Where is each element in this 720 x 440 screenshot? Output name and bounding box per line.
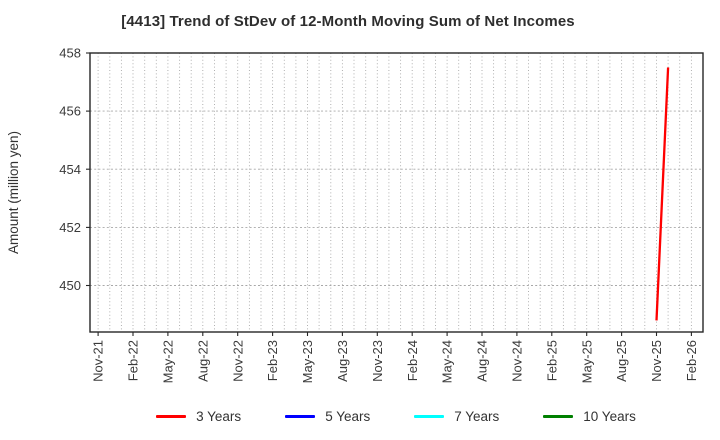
series-lines xyxy=(655,67,670,321)
x-tick-label: Feb-22 xyxy=(126,340,141,381)
y-tick-label: 458 xyxy=(59,46,81,61)
legend-item: 10 Years xyxy=(543,409,636,424)
x-tick-label: Nov-21 xyxy=(91,340,106,382)
legend-item: 5 Years xyxy=(285,409,370,424)
legend-label: 5 Years xyxy=(325,408,371,424)
vertical-gridlines xyxy=(97,53,692,332)
legend-line-swatch xyxy=(156,414,187,418)
y-axis-ticks: 450 452 454 456 458 xyxy=(59,46,90,293)
x-tick-label: Feb-25 xyxy=(544,340,559,381)
legend-label: 3 Years xyxy=(196,408,242,424)
x-tick-label: Feb-23 xyxy=(265,340,280,381)
y-tick-label: 456 xyxy=(59,104,81,119)
legend-item: 7 Years xyxy=(414,409,499,424)
y-tick-label: 452 xyxy=(59,220,81,235)
legend: 3 Years 5 Years 7 Years 10 Years xyxy=(0,403,720,429)
x-tick-label: Nov-25 xyxy=(649,340,664,382)
legend-line-swatch xyxy=(414,414,445,418)
x-tick-label: Aug-25 xyxy=(614,340,629,382)
legend-line-swatch xyxy=(543,414,574,418)
x-tick-label: Feb-24 xyxy=(405,340,420,381)
horizontal-gridlines xyxy=(90,52,703,286)
x-tick-label: Nov-22 xyxy=(230,340,245,382)
x-tick-label: May-24 xyxy=(440,340,455,383)
x-tick-label: May-23 xyxy=(300,340,315,383)
x-axis-ticks: Nov-21 Feb-22 May-22 Aug-22 Nov-22 Feb-23 May-… xyxy=(91,332,699,383)
x-tick-label: Nov-24 xyxy=(509,340,524,382)
legend-item: 3 Years xyxy=(156,409,241,424)
x-tick-label: Aug-22 xyxy=(195,340,210,382)
x-tick-label: May-25 xyxy=(579,340,594,383)
y-tick-label: 450 xyxy=(59,278,81,293)
y-tick-label: 454 xyxy=(59,162,81,177)
x-tick-label: May-22 xyxy=(160,340,175,383)
legend-label: 7 Years xyxy=(454,408,500,424)
x-tick-label: Nov-23 xyxy=(370,340,385,382)
x-tick-label: Feb-26 xyxy=(684,340,699,381)
x-tick-label: Aug-24 xyxy=(475,340,490,382)
legend-label: 10 Years xyxy=(583,408,636,424)
x-tick-label: Aug-23 xyxy=(335,340,350,382)
plot-frame xyxy=(89,52,704,333)
legend-line-swatch xyxy=(285,414,316,418)
series-line xyxy=(655,67,670,321)
chart-title: [4413] Trend of StDev of 12-Month Moving… xyxy=(121,13,575,30)
